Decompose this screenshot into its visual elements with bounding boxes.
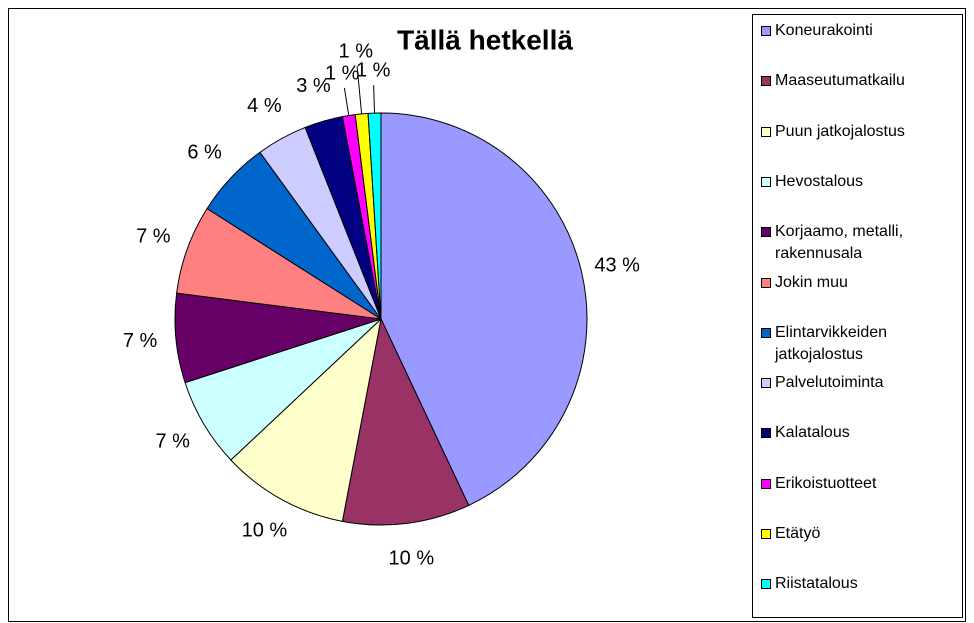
legend-item: Koneurakointi: [761, 20, 961, 42]
legend-label: Koneurakointi: [775, 22, 873, 39]
legend-swatch: [761, 26, 771, 36]
legend-label: Palvelutoiminta: [775, 374, 884, 392]
legend-label: Puun jatkojalostus: [775, 122, 905, 140]
pie-slice: [341, 317, 470, 526]
data-label: 43 %: [594, 254, 640, 276]
legend-item: Erikoistuotteet: [761, 473, 961, 495]
data-label: 4 %: [247, 95, 282, 117]
legend-item: Jokin muu: [761, 272, 961, 294]
data-label: 10 %: [242, 519, 288, 541]
legend: Koneurakointi Maaseutumatkailu Puun jatkoj…: [752, 14, 963, 618]
data-label: 7 %: [123, 330, 158, 352]
legend-label: Erikoistuotteet: [775, 474, 877, 492]
data-label: 7 %: [136, 225, 171, 247]
leader-line: [343, 87, 350, 116]
legend-item: Puun jatkojalostus: [761, 121, 961, 143]
legend-item: Maaseutumatkailu: [761, 70, 961, 92]
legend-item: Riistatalous: [761, 573, 961, 595]
legend-label: Hevostalous: [775, 172, 864, 190]
legend-item: Kalatalous: [761, 422, 961, 444]
legend-swatch: [761, 76, 771, 87]
leader-line: [373, 85, 376, 114]
legend-swatch: [761, 277, 771, 288]
legend-label: Etätyö: [775, 525, 821, 542]
legend-swatch: [761, 428, 771, 439]
data-label: 6 %: [187, 142, 222, 164]
legend-item: Palvelutoiminta: [761, 372, 961, 394]
legend-label: Jokin muu: [775, 273, 848, 291]
legend-label: Riistatalous: [775, 575, 858, 593]
data-label: 7 %: [155, 430, 190, 452]
legend-item: Korjaamo, metalli, rakennusala: [761, 221, 961, 265]
legend-swatch: [761, 126, 771, 137]
legend-item: Etätyö: [761, 523, 961, 545]
legend-swatch: [761, 529, 771, 539]
legend-label: Maaseutumatkailu: [775, 72, 905, 90]
pie-slice: [230, 317, 382, 522]
data-label: 1 %: [325, 62, 360, 84]
legend-item: Elintarvikkeiden jatkojalostus: [761, 322, 961, 366]
legend-swatch: [761, 227, 771, 238]
data-label: 1 %: [356, 59, 391, 81]
legend-label: Korjaamo, metalli, rakennusala: [775, 223, 904, 263]
legend-swatch: [761, 579, 771, 590]
legend-swatch: [761, 378, 771, 389]
leader-line: [356, 66, 363, 114]
data-label: 1 %: [339, 40, 374, 62]
chart-title: Tällä hetkellä: [397, 24, 573, 55]
legend-swatch: [761, 478, 771, 489]
legend-item: Hevostalous: [761, 171, 961, 193]
data-label: 10 %: [389, 547, 435, 569]
legend-label: Elintarvikkeiden jatkojalostus: [775, 323, 888, 363]
legend-swatch: [761, 176, 771, 187]
data-label: 3 %: [296, 75, 331, 97]
legend-swatch: [761, 327, 771, 338]
legend-label: Kalatalous: [775, 424, 850, 442]
pie-slice: [380, 112, 588, 507]
